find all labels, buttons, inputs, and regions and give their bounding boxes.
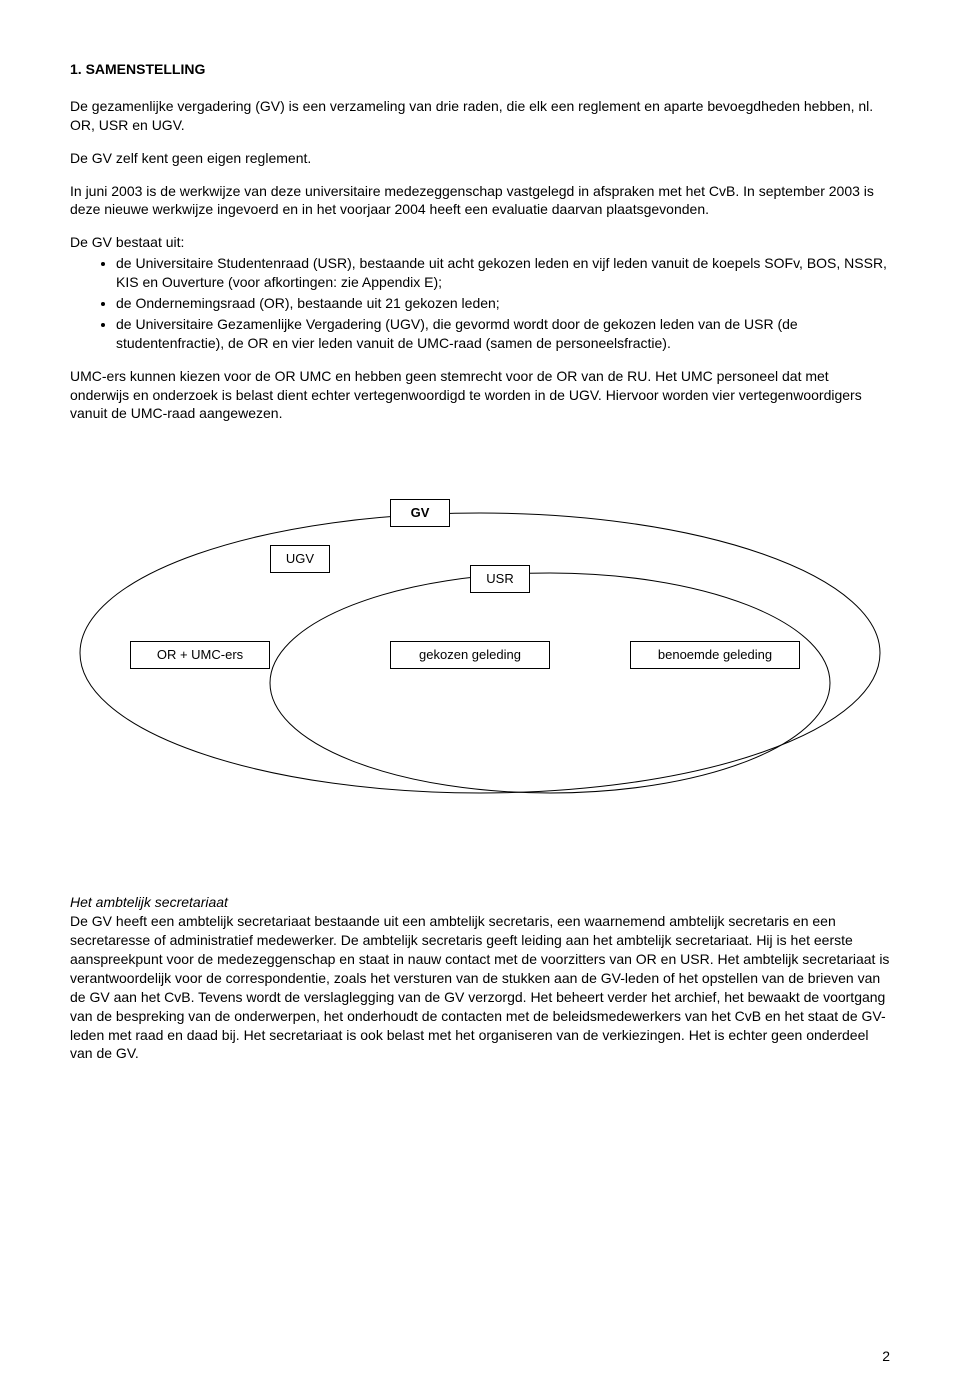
paragraph-1: De gezamenlijke vergadering (GV) is een …	[70, 97, 890, 135]
list-item: de Ondernemingsraad (OR), bestaande uit …	[116, 294, 890, 313]
venn-diagram: GV UGV USR OR + UMC-ers gekozen geleding…	[70, 473, 890, 813]
list-item: de Universitaire Gezamenlijke Vergaderin…	[116, 315, 890, 353]
paragraph-5: De GV heeft een ambtelijk secretariaat b…	[70, 912, 890, 1063]
paragraph-4: UMC-ers kunnen kiezen voor de OR UMC en …	[70, 367, 890, 424]
box-gek: gekozen geleding	[390, 641, 550, 669]
bullet-list: de Universitaire Studentenraad (USR), be…	[70, 254, 890, 352]
inner-ellipse	[270, 573, 830, 793]
list-intro: De GV bestaat uit:	[70, 233, 890, 252]
box-gv: GV	[390, 499, 450, 527]
box-ugv: UGV	[270, 545, 330, 573]
section-heading: 1. SAMENSTELLING	[70, 60, 890, 79]
page-number: 2	[882, 1347, 890, 1366]
box-or: OR + UMC-ers	[130, 641, 270, 669]
box-usr: USR	[470, 565, 530, 593]
secretariaat-heading: Het ambtelijk secretariaat	[70, 893, 890, 912]
paragraph-2: De GV zelf kent geen eigen reglement.	[70, 149, 890, 168]
box-ben: benoemde geleding	[630, 641, 800, 669]
list-item: de Universitaire Studentenraad (USR), be…	[116, 254, 890, 292]
paragraph-3: In juni 2003 is de werkwijze van deze un…	[70, 182, 890, 220]
